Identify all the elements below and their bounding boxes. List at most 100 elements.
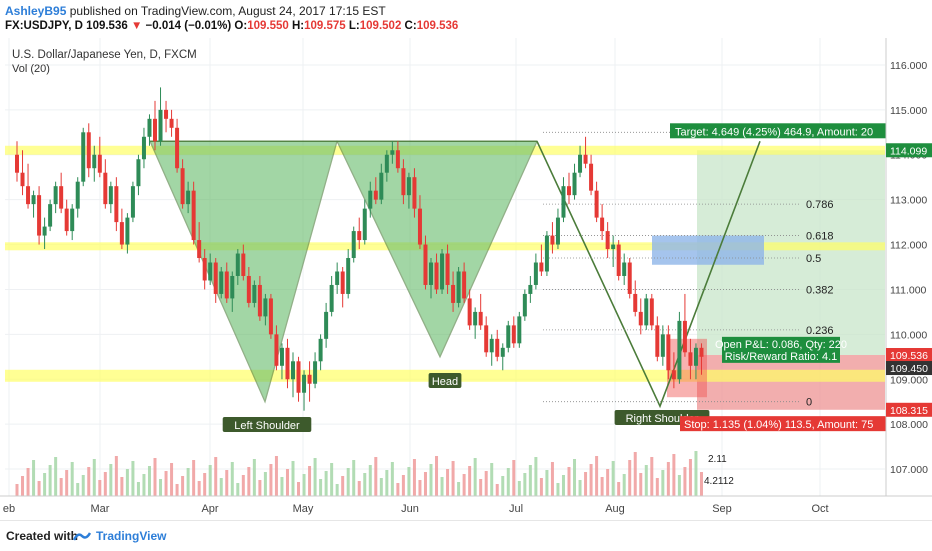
volume-bar (683, 467, 687, 496)
volume-bar (435, 456, 439, 496)
volume-bar (291, 461, 295, 496)
candle-body (406, 177, 411, 196)
candle-body (285, 347, 290, 380)
volume-bar (589, 464, 593, 496)
candle-body (384, 154, 389, 173)
candle-body (169, 118, 174, 128)
volume-bar (274, 456, 278, 496)
volume-bar (495, 484, 499, 496)
risk-reward-text: Risk/Reward Ratio: 4.1 (725, 351, 838, 363)
volume-bar (655, 478, 659, 496)
candle-body (119, 222, 124, 245)
candle-body (37, 195, 42, 236)
volume-bar (214, 457, 218, 496)
volume-bar (285, 469, 289, 496)
tradingview-brand-link[interactable]: TradingView (96, 529, 167, 543)
created-with-text: Created with (6, 529, 79, 543)
time-tick-label: Apr (201, 503, 218, 515)
candle-body (666, 334, 671, 371)
candle-body (351, 231, 356, 259)
candle-body (699, 347, 704, 357)
volume-bar (374, 457, 378, 496)
volume-bar (247, 467, 251, 496)
candle-body (544, 235, 549, 272)
candle-body (257, 284, 262, 317)
volume-bar (335, 484, 339, 496)
candle-body (633, 293, 638, 312)
volume-bar (517, 481, 521, 496)
volume-bar (142, 474, 146, 496)
mini-label: 4.2112 (704, 476, 734, 487)
candle-body (340, 271, 345, 294)
volume-bar (545, 470, 549, 496)
volume-bar (699, 472, 703, 496)
volume-bar (446, 469, 450, 496)
candle-body (59, 186, 64, 209)
candle-body (64, 208, 69, 232)
candle-body (373, 190, 378, 200)
candle-body (263, 298, 268, 317)
candle-body (677, 320, 682, 380)
volume-bar (43, 473, 47, 496)
candle-body (517, 316, 522, 344)
volume-bar (357, 481, 361, 496)
price-tick-label: 111.000 (890, 284, 927, 296)
symbol-label: FX:USDJPY, D (5, 20, 83, 32)
volume-bar (164, 471, 168, 496)
volume-bar (550, 462, 554, 496)
candle-body (15, 154, 19, 173)
volume-bar (429, 464, 433, 496)
mini-label: 2.11 (708, 454, 727, 465)
price-tick-label: 112.000 (890, 240, 927, 252)
volume-bar (622, 474, 626, 496)
candle-body (395, 150, 400, 169)
candle-body (511, 325, 516, 344)
candle-body (175, 127, 180, 169)
time-tick-label: Jul (509, 503, 523, 515)
candle-body (561, 186, 566, 218)
candle-body (186, 190, 191, 205)
candle-body (550, 235, 555, 245)
volume-bar (484, 471, 488, 496)
candle-body (495, 338, 500, 357)
candle-body (423, 244, 428, 285)
volume-bar (313, 458, 317, 496)
candle-body (274, 334, 279, 366)
price-tick-label: 116.000 (890, 60, 927, 72)
chart-area[interactable]: 0.786 0.618 0.5 0.382 0.236 0 Left Shoulder Hea… (0, 38, 932, 520)
candle-body (583, 154, 588, 164)
candle-body (688, 352, 693, 366)
last-price: 109.536 (86, 20, 128, 32)
volume-bar (109, 464, 113, 496)
volume-bar (81, 475, 85, 496)
volume-bar (153, 458, 157, 496)
volume-bar (401, 475, 405, 496)
volume-bar (92, 459, 96, 496)
price-tick-label: 113.000 (890, 195, 927, 207)
right-shoulder-projection (536, 140, 761, 409)
price-tick-label: 108.000 (890, 419, 928, 431)
pnl-box (722, 336, 840, 363)
candle-body (434, 262, 439, 290)
stop-zone (697, 355, 885, 410)
candle-body (489, 338, 494, 353)
volume-bar (639, 473, 643, 496)
volume-bar (396, 483, 400, 496)
candle-body (401, 168, 406, 196)
volume-bar (352, 460, 356, 496)
volume-bar (330, 463, 334, 496)
candle-body (302, 374, 307, 393)
price-axis-bg (886, 38, 932, 496)
tradingview-logo-icon (72, 532, 92, 541)
price-chart[interactable]: 0.786 0.618 0.5 0.382 0.236 0 Left Shoulder Hea… (0, 38, 932, 520)
volume-bar (379, 478, 383, 496)
volume-bar (528, 465, 532, 496)
candle-body (296, 361, 301, 393)
volume-bar (457, 482, 461, 496)
author-link[interactable]: AshleyB95 (5, 4, 67, 18)
candle-body (572, 172, 577, 196)
volume-bar (617, 482, 621, 496)
candle-body (362, 208, 367, 241)
candle-body (130, 186, 135, 218)
candle-body (31, 195, 36, 205)
